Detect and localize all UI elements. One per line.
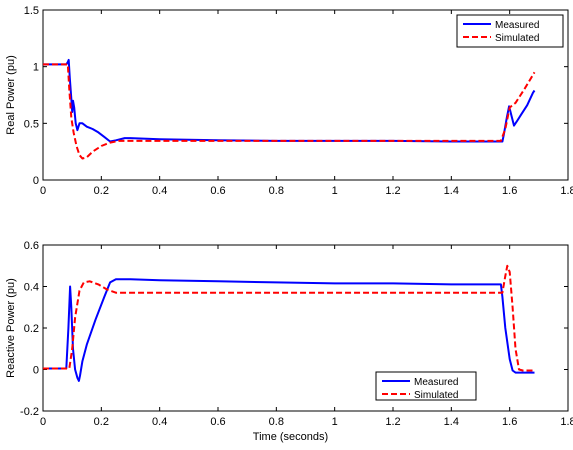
y-tick-label: 0.2 (24, 323, 39, 335)
x-tick-label: 1.2 (385, 185, 400, 197)
x-tick-label: 0.2 (94, 416, 109, 428)
x-tick-label: 0.2 (94, 185, 109, 197)
legend: Measured Simulated (375, 371, 477, 401)
series-line-simulated (43, 264, 535, 372)
x-tick-label: 1.8 (560, 185, 573, 197)
x-axis-label: Time (seconds) (253, 431, 328, 443)
series-line-simulated (43, 63, 536, 160)
x-tick-label: 1.4 (444, 185, 459, 197)
y-tick-label: 0 (33, 365, 39, 377)
series-line-measured (43, 58, 536, 143)
legend-box (375, 371, 477, 401)
chart-panel-1: 0 0.2 0.4 0.6 0.8 1 1.2 1.4 1.6 1.8 0 0.5 1 1.5 Real P… (5, 5, 573, 197)
x-tick-label: 0.6 (210, 185, 225, 197)
legend-label-simulated: Simulated (414, 390, 458, 401)
x-tick-label: 1.6 (502, 416, 517, 428)
plot-area (42, 244, 569, 412)
chart-panel-2: 0 0.2 0.4 0.6 0.8 1 1.2 1.4 1.6 1.8-0.200.20.40.6… (5, 240, 573, 443)
legend: Measured Simulated (456, 14, 564, 48)
legend-label-measured: Measured (495, 20, 539, 31)
legend-box (456, 14, 564, 48)
y-tick-label: 0 (33, 175, 39, 187)
x-tick-label: 0 (40, 416, 46, 428)
series-line-measured (43, 278, 535, 382)
x-tick-label: 1.4 (444, 416, 459, 428)
x-tick-label: 0.8 (269, 416, 284, 428)
y-axis-label: Reactive Power (pu) (5, 278, 17, 378)
x-tick-label: 1 (332, 185, 338, 197)
x-tick-label: 1.8 (560, 416, 573, 428)
y-tick-label: 1.5 (24, 5, 39, 17)
x-tick-label: 1.6 (502, 185, 517, 197)
x-tick-label: 0.4 (152, 416, 167, 428)
y-tick-label: 1 (33, 62, 39, 74)
x-tick-label: 0.6 (210, 416, 225, 428)
x-tick-label: 1.2 (385, 416, 400, 428)
plot-area (42, 9, 569, 181)
y-tick-label: -0.2 (20, 406, 39, 418)
x-tick-label: 0 (40, 185, 46, 197)
y-axis-label: Real Power (pu) (5, 55, 17, 134)
y-tick-label: 0.4 (24, 282, 39, 294)
y-tick-label: 0.6 (24, 240, 39, 252)
legend-label-measured: Measured (414, 377, 458, 388)
x-tick-label: 0.8 (269, 185, 284, 197)
y-tick-label: 0.5 (24, 118, 39, 130)
legend-label-simulated: Simulated (495, 33, 539, 44)
x-tick-label: 1 (332, 416, 338, 428)
x-tick-label: 0.4 (152, 185, 167, 197)
